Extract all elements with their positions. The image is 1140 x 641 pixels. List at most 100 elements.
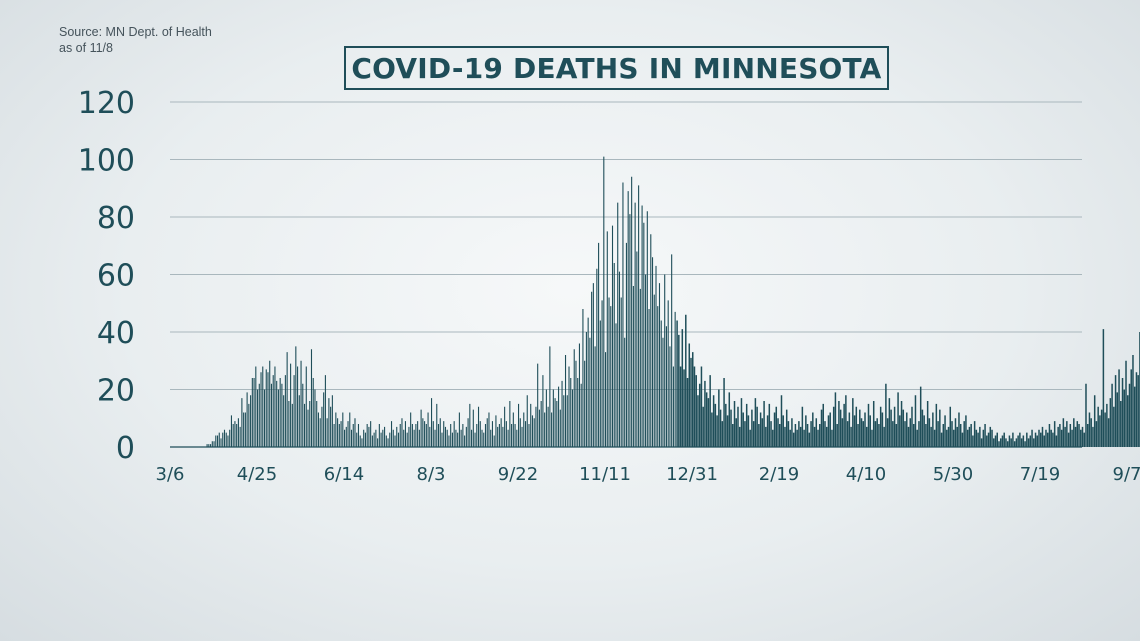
bar <box>834 392 837 448</box>
bar <box>477 406 480 447</box>
bar <box>785 409 788 448</box>
bar <box>603 156 605 448</box>
bar <box>1125 360 1127 447</box>
bar <box>563 395 565 447</box>
bar-series <box>206 156 1140 448</box>
bar <box>596 268 598 447</box>
bar <box>1113 406 1115 447</box>
bar <box>561 380 563 448</box>
bar <box>337 418 339 447</box>
bar <box>1135 372 1138 447</box>
bar <box>370 421 372 448</box>
bar <box>279 378 281 447</box>
bar <box>636 251 638 447</box>
bar <box>230 415 232 448</box>
bar <box>243 412 245 447</box>
bar <box>817 429 819 447</box>
bar <box>474 432 476 448</box>
bar <box>236 424 238 447</box>
bar <box>1036 435 1039 447</box>
bar <box>798 421 800 448</box>
bar <box>441 432 443 448</box>
bar <box>344 429 346 447</box>
bar <box>571 389 574 447</box>
bar <box>792 432 795 448</box>
bar <box>787 421 790 448</box>
bar <box>331 395 333 447</box>
bar <box>911 406 913 447</box>
bar <box>897 392 899 448</box>
bar <box>511 424 513 447</box>
bar <box>377 438 379 448</box>
bar <box>505 421 507 448</box>
bar <box>394 435 396 447</box>
bar <box>688 343 691 447</box>
bar <box>1045 429 1047 447</box>
bar <box>947 426 950 448</box>
bar <box>378 424 380 447</box>
bar <box>366 424 368 447</box>
bar <box>397 432 400 448</box>
bar <box>551 412 553 447</box>
bar <box>702 406 704 447</box>
bar <box>418 429 420 447</box>
bar <box>363 429 365 447</box>
bar <box>387 438 389 448</box>
bar <box>375 429 377 447</box>
bar <box>564 355 567 447</box>
bar <box>232 424 234 447</box>
bar <box>432 421 434 448</box>
bar <box>413 429 415 447</box>
bar <box>277 389 279 447</box>
bar <box>1093 395 1096 447</box>
bar <box>457 432 459 448</box>
bar <box>735 418 737 447</box>
bar <box>309 401 311 447</box>
bar <box>926 401 929 447</box>
bar <box>857 424 859 447</box>
bar <box>326 418 328 447</box>
bar <box>531 415 534 448</box>
bar <box>779 424 781 447</box>
bar <box>570 378 572 447</box>
bar <box>509 401 511 447</box>
bar <box>272 375 274 448</box>
bar <box>431 398 433 448</box>
bar <box>982 429 985 447</box>
bar <box>794 424 797 447</box>
bar <box>359 435 361 447</box>
bar <box>319 418 321 447</box>
bar <box>693 366 696 447</box>
bar <box>1107 418 1110 447</box>
bar <box>972 435 974 447</box>
bar <box>549 346 551 448</box>
bar <box>444 426 447 448</box>
bar <box>293 375 295 448</box>
bar <box>878 424 880 447</box>
bar <box>305 366 307 447</box>
bar <box>765 426 767 448</box>
bar <box>747 415 750 448</box>
bar <box>237 418 239 447</box>
bar <box>389 432 391 448</box>
bar <box>1019 432 1021 448</box>
bar <box>899 415 901 448</box>
bar <box>547 406 549 447</box>
bar <box>723 378 725 447</box>
bar <box>404 421 406 448</box>
bar <box>977 432 979 448</box>
bar <box>448 435 450 447</box>
bar <box>580 383 582 447</box>
bar <box>504 406 506 447</box>
bar <box>429 426 431 448</box>
x-tick-label: 3/6 <box>156 464 185 485</box>
bar <box>919 386 922 448</box>
bar <box>772 429 774 447</box>
bar <box>866 426 868 448</box>
bar <box>766 415 769 448</box>
bar <box>893 406 896 447</box>
x-tick-label: 8/3 <box>417 464 446 485</box>
bar <box>1027 438 1030 448</box>
bar <box>453 421 455 448</box>
bar <box>1085 383 1087 447</box>
